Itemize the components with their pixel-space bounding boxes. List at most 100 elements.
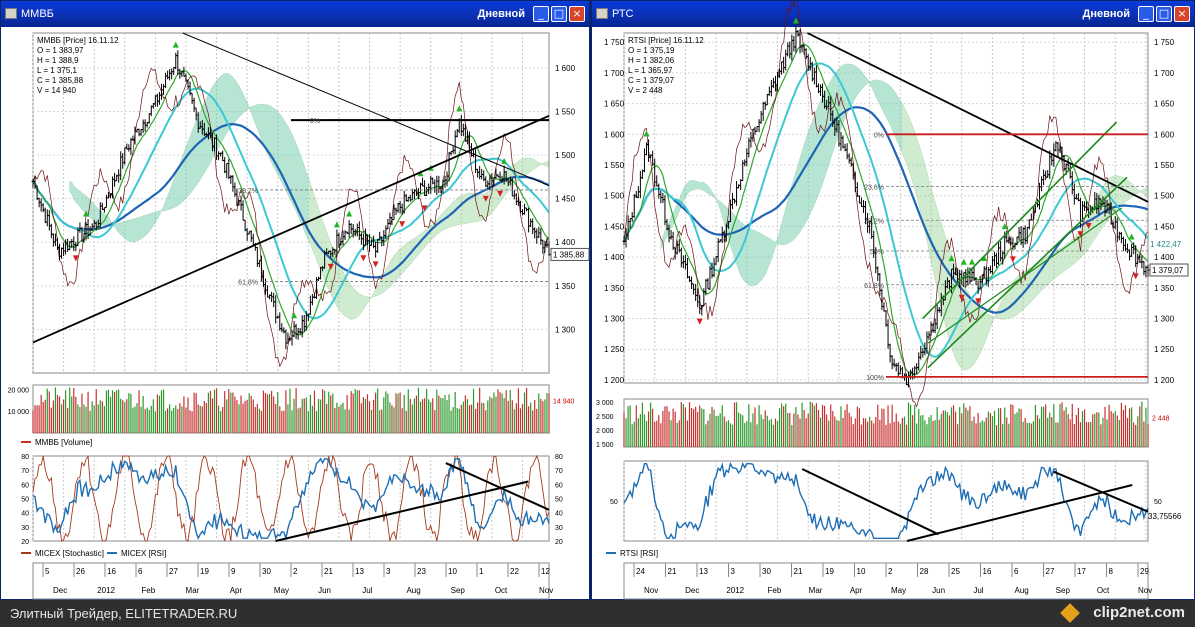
day-tick-label: 23 [417, 567, 426, 576]
stochastic-legend-label: MICEX [Stochastic] [35, 549, 104, 558]
price-tick-label: 1 250 [604, 345, 625, 354]
period-label[interactable]: Дневной [1082, 8, 1131, 20]
period-label[interactable]: Дневной [477, 8, 526, 20]
fib-level-label: 0% [310, 118, 320, 125]
trend-line [927, 207, 1123, 344]
oscillator-tick-label: 50 [21, 497, 29, 504]
oscillator-tick-label: 30 [21, 525, 29, 532]
day-tick-label: 27 [1046, 567, 1055, 576]
bull-fractal-marker [83, 210, 90, 217]
last-price-box [550, 247, 590, 261]
last-price-label: 1 379,07 [1152, 266, 1184, 275]
bear-fractal-marker [421, 205, 428, 212]
oscillator-tick-label: 60 [21, 482, 29, 489]
day-tick-label: 5 [45, 567, 50, 576]
month-tick-label: Feb [768, 586, 782, 595]
oscillator-tick-label: 40 [21, 511, 29, 518]
bull-fractal-marker [1128, 233, 1135, 240]
bear-fractal-marker [1077, 231, 1084, 238]
last-price-box [1149, 263, 1189, 277]
close-button[interactable]: × [1174, 6, 1190, 22]
oscillator-trend-line [801, 468, 939, 536]
price-tick-label: 1 450 [604, 222, 625, 231]
oscillator-tick-label: 40 [555, 511, 563, 518]
trend-line [922, 121, 1118, 320]
month-tick-label: Feb [141, 586, 155, 595]
month-tick-label: Oct [1097, 586, 1110, 595]
price-tick-label: 1 500 [1154, 192, 1175, 201]
day-tick-label: 2 [293, 567, 298, 576]
price-tick-label: 1 400 [604, 253, 625, 262]
trend-line [927, 176, 1128, 369]
window-title: РТС [612, 8, 634, 20]
trend-line [182, 32, 550, 187]
bear-fractal-marker [360, 255, 367, 262]
ohlc-info-line: O = 1 383,97 [37, 46, 84, 55]
bull-fractal-marker [501, 157, 508, 164]
price-tick-label: 1 750 [604, 38, 625, 47]
brand-label: clip2net.com [1093, 604, 1185, 621]
price-tick-label: 1 350 [1154, 284, 1175, 293]
day-tick-label: 22 [510, 567, 519, 576]
window-titlebar[interactable]: ММВБ Дневной _ □ × [1, 1, 589, 27]
month-tick-label: Nov [644, 586, 658, 595]
trend-line [807, 32, 1149, 203]
oscillator-trend-line [906, 484, 1133, 542]
month-tick-label: Jun [932, 586, 945, 595]
rsi-line [623, 461, 1149, 540]
minimize-button[interactable]: _ [533, 6, 549, 22]
month-tick-label: Apr [230, 586, 243, 595]
close-button[interactable]: × [569, 6, 585, 22]
chikou-line [32, 67, 550, 368]
bull-fractal-marker [291, 312, 298, 319]
maximize-button[interactable]: □ [551, 6, 567, 22]
month-tick-label: Mar [809, 586, 823, 595]
month-tick-label: Apr [850, 586, 863, 595]
ohlc-info-line: ММВБ [Price] 16.11.12 [37, 36, 119, 45]
day-tick-label: 3 [731, 567, 736, 576]
day-tick-label: 2 [888, 567, 893, 576]
fib-level-label: 61,8% [238, 279, 258, 286]
day-tick-label: 16 [983, 567, 992, 576]
ichimoku-cloud [660, 63, 1149, 371]
month-tick-label: Sep [1056, 586, 1071, 595]
day-tick-label: 21 [324, 567, 333, 576]
minimize-button[interactable]: _ [1138, 6, 1154, 22]
status-bar: Элитный Трейдер, ELITETRADER.RU clip2net… [0, 600, 1195, 627]
bull-fractal-marker [981, 255, 988, 262]
price-tick-label: 1 350 [604, 284, 625, 293]
day-tick-label: 3 [386, 567, 391, 576]
bull-fractal-marker [456, 105, 463, 112]
volume-last-label: 14 940 [553, 398, 575, 405]
oscillator-tick-label: 20 [21, 539, 29, 546]
day-tick-label: 24 [636, 567, 645, 576]
month-tick-label: May [891, 586, 906, 595]
bear-fractal-marker [482, 195, 489, 202]
bear-fractal-marker [372, 261, 379, 268]
day-tick-label: 19 [825, 567, 834, 576]
oscillator-tick-label: 60 [555, 482, 563, 489]
rsi-legend-label: MICEX [RSI] [121, 549, 166, 558]
rts-chart-canvas: 1 750 1 750 1 700 1 700 1 650 1 650 1 600 1 600… [596, 1, 1189, 600]
day-tick-label: 28 [920, 567, 929, 576]
month-tick-label: Dec [53, 586, 67, 595]
price-tick-label: 1 400 [1154, 253, 1175, 262]
price-tick-label: 1 600 [555, 64, 576, 73]
day-tick-label: 19 [200, 567, 209, 576]
day-tick-label: 25 [951, 567, 960, 576]
rts-chart-window[interactable]: РТС Дневной _ □ × 1 750 1 750 1 700 1 700 1 … [591, 0, 1195, 600]
day-tick-label: 6 [138, 567, 143, 576]
bear-fractal-marker [497, 190, 504, 197]
micex-chart-window[interactable]: ММВБ Дневной _ □ × 1 600 1 550 1 500 1 450 1… [0, 0, 590, 600]
bull-fractal-marker [968, 258, 975, 265]
bull-fractal-marker [960, 258, 967, 265]
window-titlebar[interactable]: РТС Дневной _ □ × [592, 1, 1194, 27]
month-tick-label: Oct [495, 586, 508, 595]
ichimoku-cloud-cyan [660, 63, 903, 286]
month-tick-label: 2012 [97, 586, 115, 595]
ohlc-info-line: C = 1 385,88 [37, 76, 84, 85]
ohlc-info-line: C = 1 379,07 [628, 76, 675, 85]
day-tick-label: 6 [1014, 567, 1019, 576]
maximize-button[interactable]: □ [1156, 6, 1172, 22]
rsi-last-label: 33,75566 [1148, 512, 1182, 521]
